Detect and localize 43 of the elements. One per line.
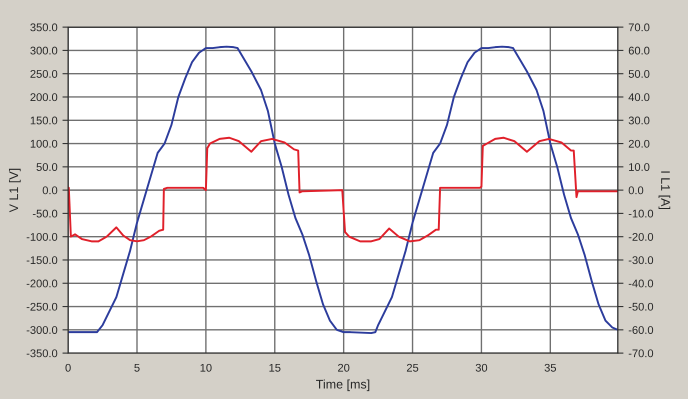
y2-tick-label: 20.0 [628, 140, 650, 148]
x-axis-title: Time [ms] [316, 379, 370, 392]
y-tick-label: 250.0 [30, 70, 58, 78]
y-tick-label: 350.0 [30, 23, 58, 32]
y2-tick-label: -40.0 [628, 280, 654, 288]
y2-tick-label: -70.0 [628, 349, 654, 358]
y-tick-label: 50.0 [36, 163, 58, 171]
y2-tick-label: 30.0 [628, 116, 650, 124]
y2-tick-label: -20.0 [628, 232, 654, 241]
y-tick-label: -150.0 [26, 256, 58, 264]
y2-tick-label: -30.0 [628, 256, 654, 264]
y-tick-label: -300.0 [26, 326, 58, 334]
y2-tick-label: -50.0 [628, 302, 654, 311]
x-tick-label: 20 [338, 364, 350, 372]
y-tick-label: 300.0 [30, 46, 58, 55]
line-series [68, 136, 618, 242]
y2-tick-label: 0.0 [628, 186, 644, 194]
x-tick-label: 15 [269, 364, 280, 372]
y2-tick-label: 70.0 [628, 23, 650, 32]
y-tick-label: -100.0 [26, 232, 58, 241]
x-tick-label: 0 [65, 364, 71, 372]
x-tick-label: 25 [406, 364, 418, 372]
y2-tick-label: 50.0 [628, 70, 650, 78]
y2-tick-label: -10.0 [628, 210, 654, 218]
line-series [68, 46, 618, 334]
y-tick-label: 100.0 [30, 140, 58, 148]
y-tick-label: 150.0 [30, 116, 58, 124]
x-tick-label: 35 [544, 364, 556, 372]
y2-axis-title: I L1 [A] [658, 171, 670, 210]
y-tick-label: 0.0 [42, 186, 58, 194]
y-tick-label: 200.0 [30, 93, 58, 102]
y-tick-label: -50.0 [32, 210, 58, 218]
x-tick-label: 30 [476, 364, 488, 372]
y2-tick-label: 60.0 [628, 46, 650, 55]
y2-tick-label: 40.0 [628, 93, 650, 102]
x-tick-label: 10 [200, 364, 212, 372]
y-tick-label: -350.0 [26, 349, 58, 358]
x-tick-label: 5 [134, 364, 140, 372]
y2-tick-label: 10.0 [629, 163, 650, 171]
y-tick-label: -250.0 [26, 302, 58, 311]
y2-tick-label: -60.0 [628, 326, 654, 334]
y-axis-title: V L1 [V] [8, 168, 21, 212]
y-tick-label: -200.0 [26, 280, 58, 288]
